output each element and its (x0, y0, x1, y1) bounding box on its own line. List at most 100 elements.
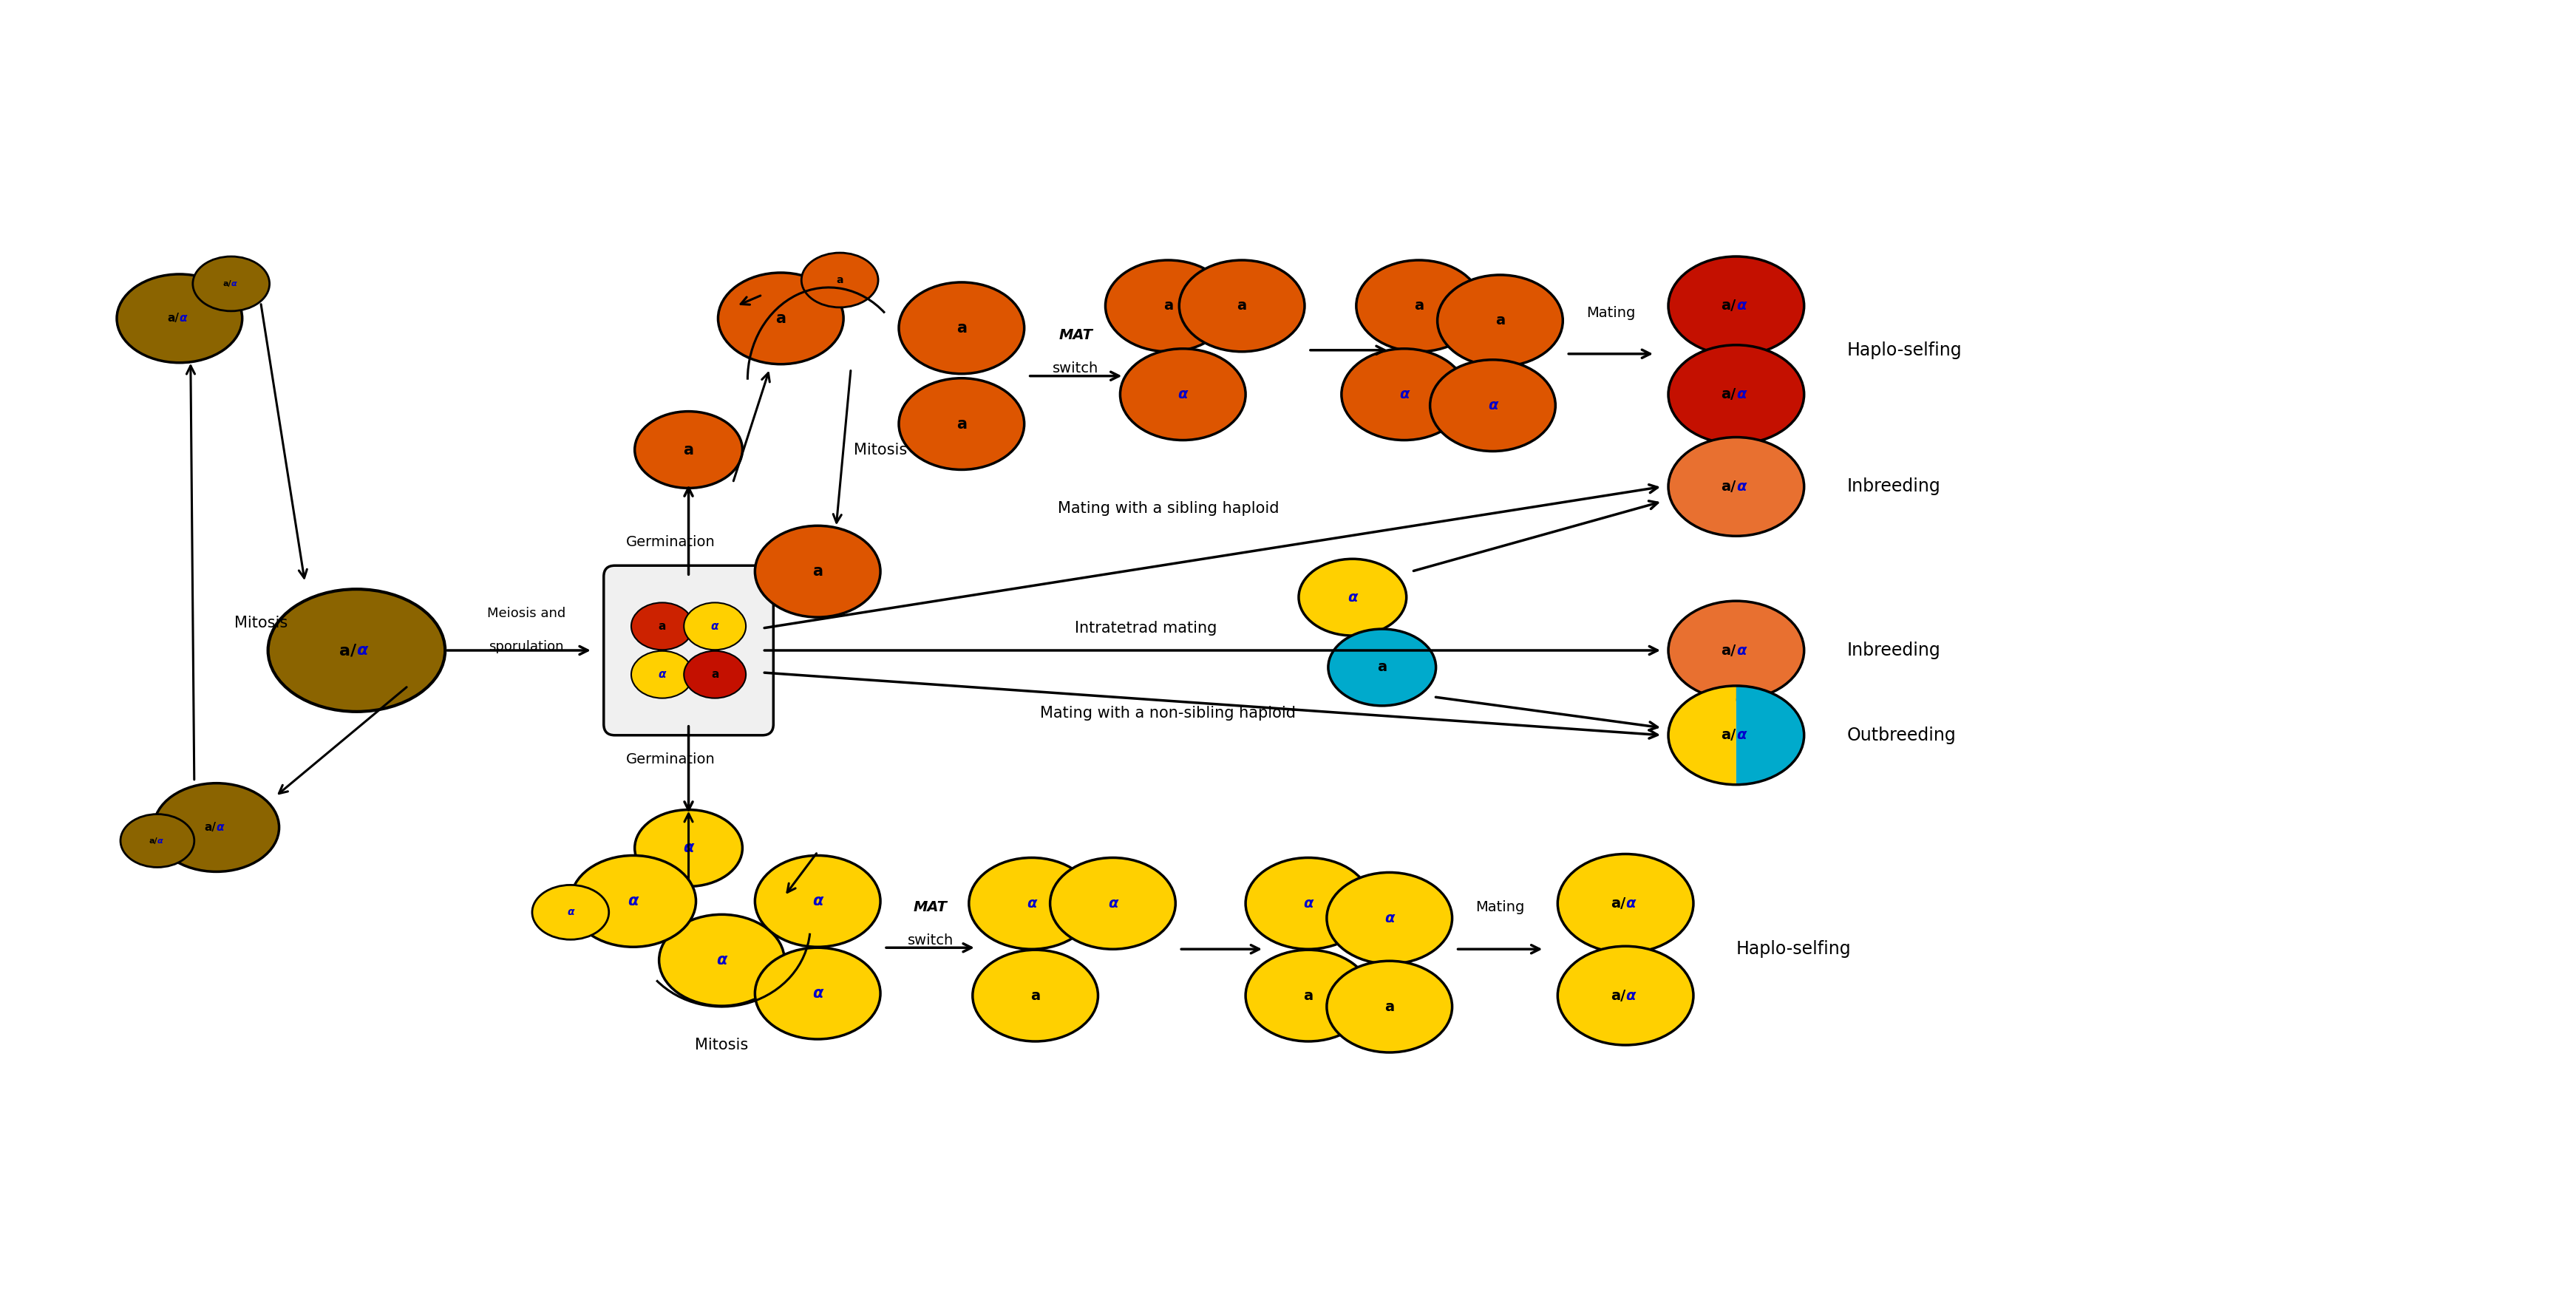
Ellipse shape (1051, 857, 1175, 949)
Ellipse shape (193, 257, 270, 311)
Text: a/: a/ (1610, 896, 1625, 911)
Text: MAT: MAT (914, 900, 948, 915)
Ellipse shape (755, 525, 881, 618)
Text: a: a (1030, 989, 1041, 1002)
Ellipse shape (1298, 559, 1406, 636)
Text: sporulation: sporulation (489, 640, 564, 653)
Text: a: a (1378, 661, 1386, 675)
Ellipse shape (1329, 629, 1435, 706)
Text: a: a (659, 620, 667, 632)
Text: α: α (811, 986, 822, 1001)
Text: a: a (683, 442, 693, 457)
Ellipse shape (755, 947, 881, 1040)
Text: a/: a/ (1610, 989, 1625, 1002)
Text: α: α (1108, 896, 1118, 911)
Ellipse shape (1669, 345, 1803, 444)
Ellipse shape (974, 950, 1097, 1041)
Ellipse shape (1669, 257, 1803, 356)
Text: a/: a/ (1721, 387, 1736, 401)
Text: α: α (157, 837, 162, 844)
Text: a: a (1303, 989, 1314, 1002)
Text: α: α (716, 952, 726, 968)
Text: a: a (711, 668, 719, 680)
Text: α: α (1383, 911, 1394, 925)
FancyBboxPatch shape (603, 566, 773, 735)
Text: a/: a/ (167, 313, 180, 324)
Ellipse shape (1247, 857, 1370, 949)
Text: α: α (216, 822, 224, 833)
Text: Mitosis: Mitosis (853, 442, 907, 457)
Ellipse shape (1327, 873, 1453, 964)
Ellipse shape (719, 272, 842, 364)
Text: a/: a/ (1721, 298, 1736, 313)
Ellipse shape (631, 602, 693, 650)
Text: α: α (1736, 728, 1747, 743)
Text: α: α (711, 620, 719, 632)
Ellipse shape (116, 274, 242, 362)
Ellipse shape (801, 253, 878, 308)
Ellipse shape (533, 885, 608, 939)
Text: α: α (659, 668, 667, 680)
PathPatch shape (1736, 685, 1803, 784)
Ellipse shape (121, 814, 193, 868)
Text: a/: a/ (222, 280, 232, 288)
Ellipse shape (683, 652, 747, 698)
Ellipse shape (1247, 950, 1370, 1041)
Text: α: α (811, 894, 822, 908)
Text: a/: a/ (1721, 480, 1736, 494)
Text: α: α (1736, 298, 1747, 313)
Ellipse shape (969, 857, 1095, 949)
Text: α: α (232, 280, 237, 288)
Text: a: a (1383, 999, 1394, 1014)
Ellipse shape (1327, 960, 1453, 1053)
Ellipse shape (1355, 261, 1481, 352)
Text: α: α (1625, 989, 1636, 1002)
Text: a/: a/ (1721, 728, 1736, 743)
Text: Inbreeding: Inbreeding (1847, 478, 1940, 495)
Text: Mating: Mating (1476, 900, 1525, 915)
Text: a: a (1164, 298, 1172, 313)
Text: α: α (1736, 387, 1747, 401)
Text: Haplo-selfing: Haplo-selfing (1736, 941, 1852, 958)
Text: α: α (355, 642, 368, 658)
Text: Inbreeding: Inbreeding (1847, 641, 1940, 659)
Ellipse shape (899, 283, 1025, 374)
Ellipse shape (1558, 853, 1692, 952)
Text: Mitosis: Mitosis (234, 616, 289, 631)
Text: α: α (1736, 480, 1747, 494)
Text: a: a (775, 311, 786, 326)
Text: α: α (180, 313, 188, 324)
Text: MAT: MAT (1059, 328, 1092, 343)
Ellipse shape (1121, 349, 1247, 440)
Ellipse shape (1669, 438, 1803, 536)
Ellipse shape (634, 412, 742, 489)
Text: a/: a/ (204, 822, 216, 833)
Text: α: α (1625, 896, 1636, 911)
Text: α: α (1399, 387, 1409, 401)
Text: Intratetrad mating: Intratetrad mating (1074, 620, 1216, 636)
Text: Meiosis and: Meiosis and (487, 607, 567, 620)
Text: α: α (1347, 590, 1358, 605)
Text: α: α (629, 894, 639, 908)
Ellipse shape (634, 809, 742, 886)
Text: α: α (1489, 399, 1497, 413)
Ellipse shape (659, 915, 786, 1006)
Text: a/: a/ (149, 837, 157, 844)
Ellipse shape (1437, 275, 1564, 366)
Text: a: a (1494, 314, 1504, 327)
Ellipse shape (1342, 349, 1466, 440)
Text: α: α (1303, 896, 1314, 911)
Text: Haplo-selfing: Haplo-selfing (1847, 341, 1963, 360)
Text: a: a (1414, 298, 1425, 313)
Ellipse shape (1669, 601, 1803, 700)
Ellipse shape (1180, 261, 1303, 352)
Text: Mating with a non-sibling haploid: Mating with a non-sibling haploid (1041, 706, 1296, 721)
Ellipse shape (899, 378, 1025, 469)
Text: switch: switch (1054, 361, 1100, 375)
PathPatch shape (1669, 685, 1736, 784)
Text: α: α (1736, 644, 1747, 658)
Text: a: a (811, 564, 822, 579)
Text: Mating: Mating (1587, 306, 1636, 321)
Ellipse shape (569, 856, 696, 947)
Text: Mating with a sibling haploid: Mating with a sibling haploid (1056, 502, 1278, 516)
